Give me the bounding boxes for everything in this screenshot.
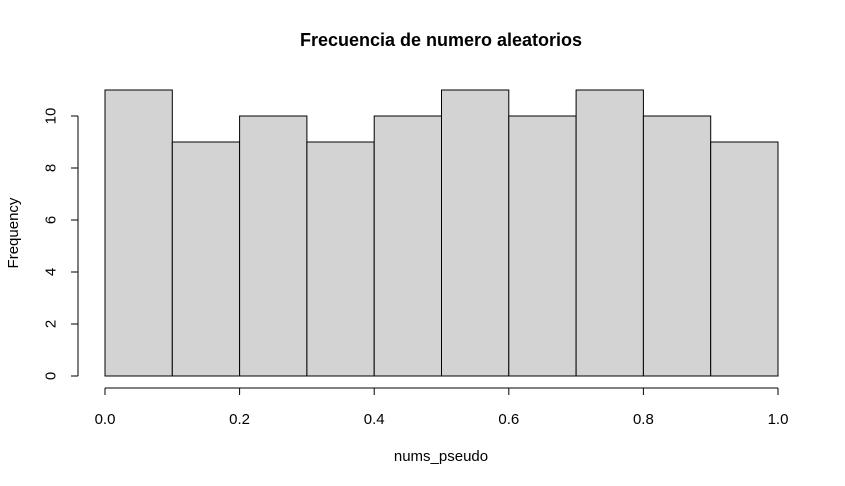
x-tick-label-5: 1.0 [768,411,789,428]
y-axis-label: Frequency [5,197,22,268]
histogram-bar-4 [373,115,443,377]
y-tick-label-5: 10 [43,108,60,125]
x-tick-label-0: 0.0 [95,411,116,428]
x-axis: 0.0 0.2 0.4 0.6 0.8 1.0 [95,387,789,428]
x-tick-label-2: 0.4 [364,411,385,428]
histogram-bar-6 [508,115,577,377]
bars-group [104,89,779,377]
histogram-bar-7 [575,89,644,377]
histogram-bar-5 [441,89,510,377]
x-axis-label: nums_pseudo [394,448,488,465]
histogram-bar-9 [710,141,779,377]
y-tick-label-2: 4 [43,268,60,276]
y-tick-label-1: 2 [43,320,60,328]
y-tick-label-3: 6 [43,216,60,224]
y-tick-label-4: 8 [43,164,60,172]
histogram-bar-0 [104,89,173,377]
histogram-bar-8 [642,115,712,377]
x-tick-label-3: 0.6 [498,411,519,428]
chart-title: Frecuencia de numero aleatorios [300,30,582,50]
x-tick-label-1: 0.2 [229,411,250,428]
y-axis: 0 2 4 6 8 10 [43,108,79,380]
x-tick-label-4: 0.8 [633,411,654,428]
histogram-bar-2 [239,115,308,377]
histogram-bar-3 [306,141,375,377]
histogram-bar-1 [171,141,241,377]
y-tick-label-0: 0 [43,372,60,380]
